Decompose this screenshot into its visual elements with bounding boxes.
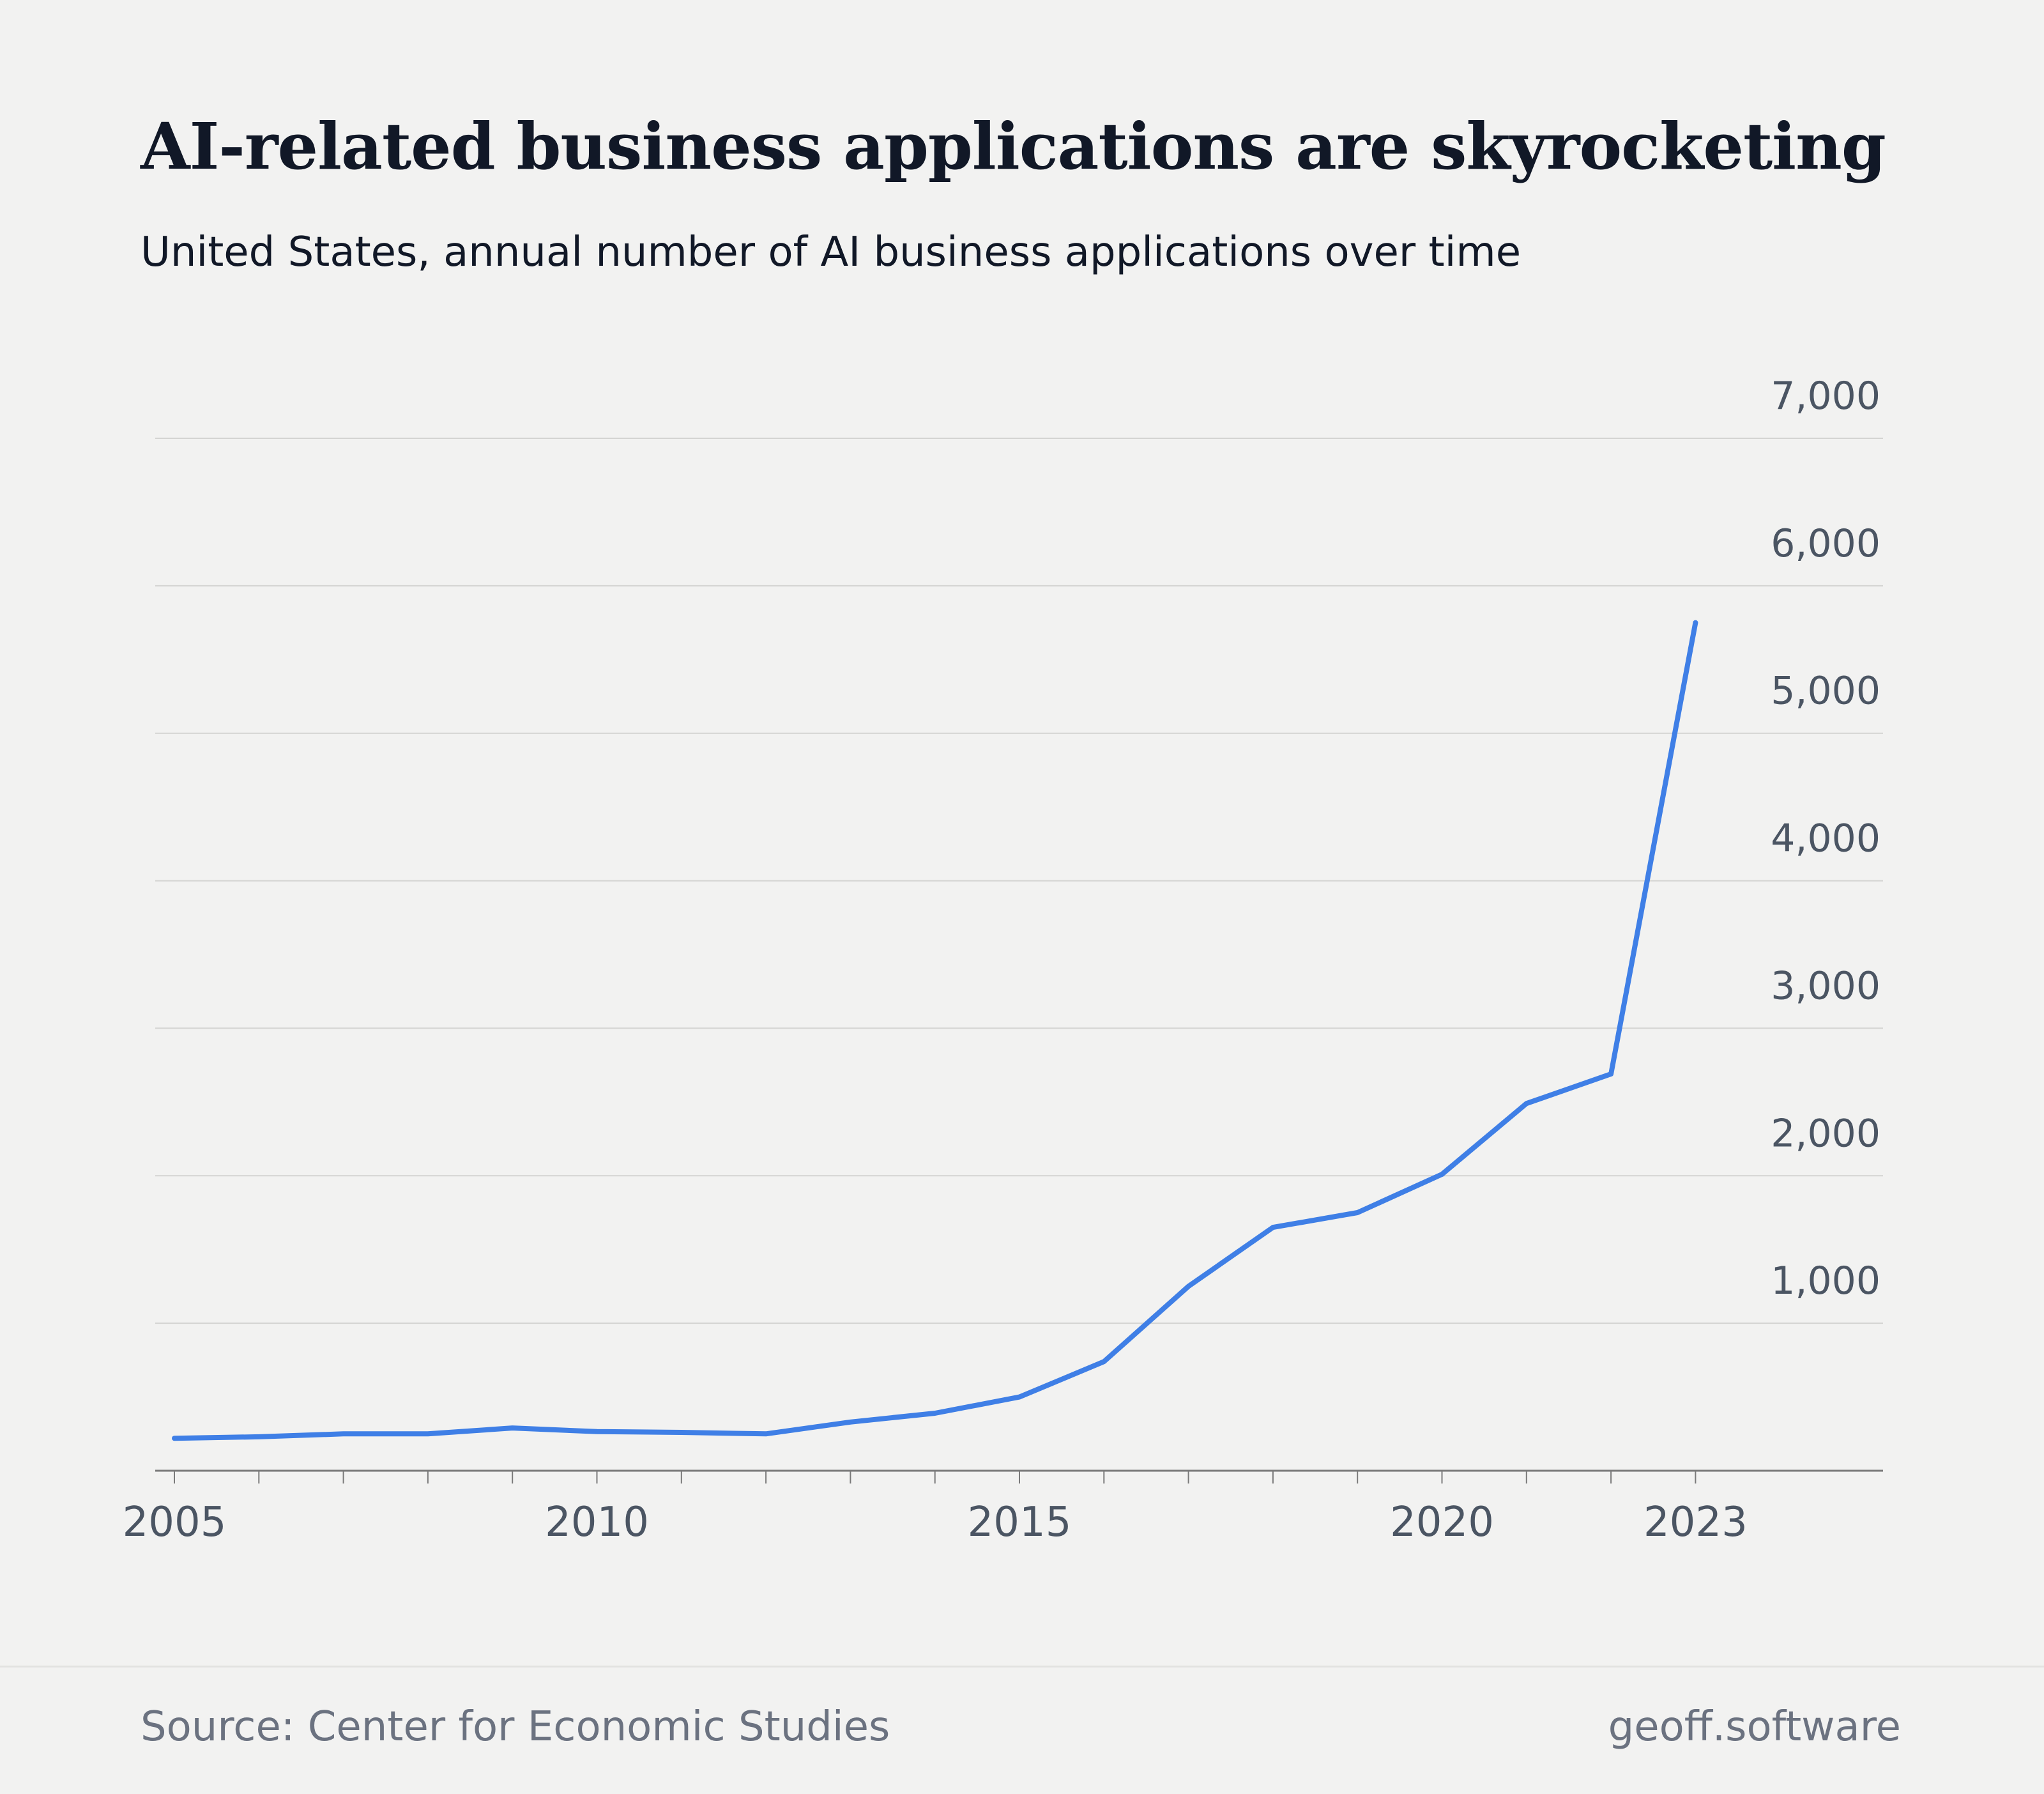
y-tick-label: 4,000 <box>1771 816 1880 861</box>
y-tick-label: 1,000 <box>1771 1259 1880 1303</box>
x-axis <box>155 1469 1883 1483</box>
x-tick-label: 2020 <box>1390 1499 1494 1546</box>
source-note: Source: Center for Economic Studies <box>141 1703 890 1751</box>
chart-subtitle: United States, annual number of AI busin… <box>141 229 1522 276</box>
y-tick-labels: 1,000 2,000 3,000 4,000 5,000 6,000 7,000 <box>1771 374 1880 1303</box>
brand-credit: geoff.software <box>1608 1703 1901 1751</box>
gridlines <box>155 438 1883 1324</box>
x-tick-label: 2005 <box>123 1499 227 1546</box>
footer-divider <box>0 1666 2044 1667</box>
line-chart: 1,000 2,000 3,000 4,000 5,000 6,000 7,000 2005… <box>123 374 1883 1546</box>
chart-title: AI-related business applications are sky… <box>141 109 1886 184</box>
y-tick-label: 3,000 <box>1771 963 1880 1008</box>
series-line <box>172 620 1698 1441</box>
x-tick-label: 2010 <box>545 1499 649 1546</box>
series-layer <box>172 620 1698 1441</box>
x-tick-label: 2023 <box>1644 1499 1748 1546</box>
y-tick-label: 2,000 <box>1771 1111 1880 1156</box>
x-tick-label: 2015 <box>968 1499 1072 1546</box>
y-tick-label: 7,000 <box>1771 374 1880 418</box>
y-tick-label: 6,000 <box>1771 521 1880 566</box>
x-tick-labels: 2005 2010 2015 2020 2023 <box>123 1499 1748 1546</box>
y-tick-label: 5,000 <box>1771 669 1880 714</box>
